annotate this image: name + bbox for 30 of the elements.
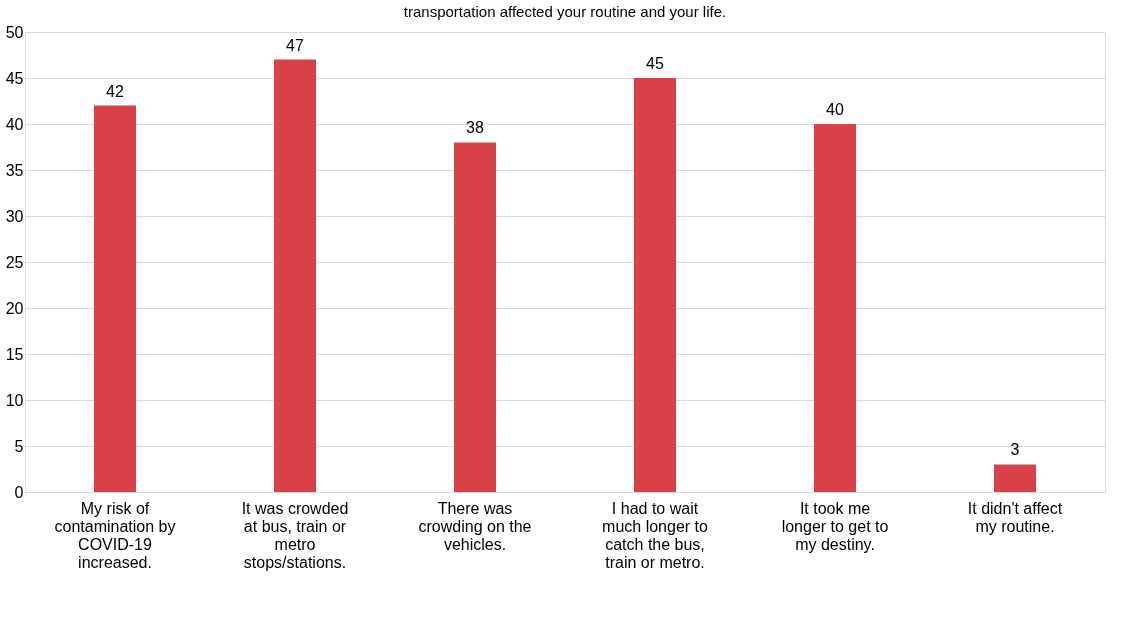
bar — [814, 124, 856, 492]
chart-title: transportation affected your routine and your life. — [403, 3, 727, 20]
data-label: 3 — [1010, 441, 1020, 459]
data-label: 42 — [106, 82, 124, 100]
data-label: 40 — [826, 101, 844, 118]
y-tick-label: 30 — [5, 207, 24, 225]
x-tick-label: It didn't affect my routine. — [967, 499, 1063, 535]
x-tick-label: There was crowding on the vehicles. — [418, 499, 532, 553]
y-tick-label: 10 — [5, 391, 24, 409]
bar — [454, 142, 496, 492]
bar — [634, 78, 676, 492]
y-tick-label: 5 — [14, 437, 24, 455]
data-label: 38 — [466, 119, 484, 137]
y-tick-label: 45 — [5, 69, 24, 87]
y-tick-label: 35 — [5, 161, 24, 179]
y-tick-label: 0 — [14, 483, 24, 501]
data-label: 47 — [286, 36, 304, 54]
bar — [274, 59, 316, 492]
bar — [994, 464, 1036, 492]
y-tick-label: 20 — [5, 299, 24, 317]
y-tick-label: 15 — [5, 345, 24, 363]
x-tick-label: It was crowded at bus, train or metro stops/stations. — [241, 499, 349, 571]
x-tick-label: My risk of contamination by COVID-19 increased. — [54, 499, 176, 571]
y-tick-label: 40 — [5, 115, 24, 133]
y-tick-label: 25 — [5, 253, 24, 271]
bar — [94, 105, 136, 492]
y-tick-label: 50 — [5, 23, 24, 41]
x-tick-label: I had to wait much longer to catch the bus, train or metro. — [602, 499, 709, 571]
x-tick-label: It took me longer to get to my destiny. — [781, 499, 889, 553]
data-label: 45 — [646, 55, 664, 72]
